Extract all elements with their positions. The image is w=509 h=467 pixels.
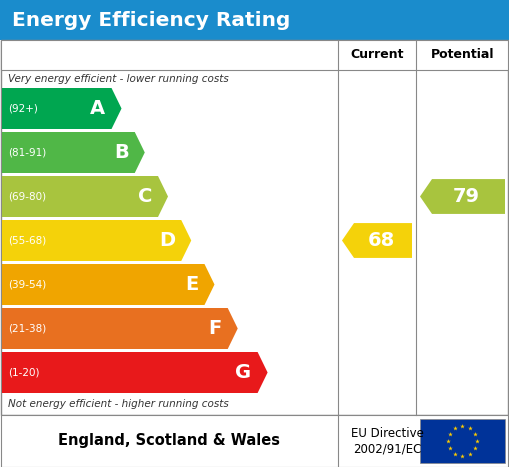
Text: F: F [209,319,222,338]
Text: (69-80): (69-80) [8,191,46,201]
Bar [1,40,508,415]
Bar [1,415,508,467]
Text: 79: 79 [453,187,480,206]
Bar [420,419,505,463]
Text: 68: 68 [367,231,394,250]
Polygon shape [2,352,268,393]
Text: England, Scotland & Wales: England, Scotland & Wales [58,433,280,448]
Polygon shape [420,179,505,214]
Text: Energy Efficiency Rating: Energy Efficiency Rating [12,10,290,29]
Polygon shape [342,223,412,258]
Text: Current: Current [350,49,404,62]
Text: (1-20): (1-20) [8,368,40,377]
Polygon shape [2,88,122,129]
Text: (55-68): (55-68) [8,235,46,246]
Text: C: C [137,187,152,206]
Text: (81-91): (81-91) [8,148,46,157]
Text: D: D [159,231,175,250]
Text: G: G [236,363,251,382]
Polygon shape [2,132,145,173]
Text: EU Directive
2002/91/EC: EU Directive 2002/91/EC [351,427,423,455]
Text: E: E [185,275,199,294]
Text: (39-54): (39-54) [8,280,46,290]
Text: (92+): (92+) [8,104,38,113]
Text: Potential: Potential [431,49,494,62]
Bar [1,40,508,70]
Polygon shape [2,308,238,349]
Text: Not energy efficient - higher running costs: Not energy efficient - higher running co… [8,399,229,409]
Polygon shape [2,220,191,261]
Text: (21-38): (21-38) [8,324,46,333]
Bar [0,0,509,40]
Text: A: A [91,99,105,118]
Polygon shape [2,264,214,305]
Polygon shape [2,176,168,217]
Text: B: B [114,143,129,162]
Text: Very energy efficient - lower running costs: Very energy efficient - lower running co… [8,74,229,84]
